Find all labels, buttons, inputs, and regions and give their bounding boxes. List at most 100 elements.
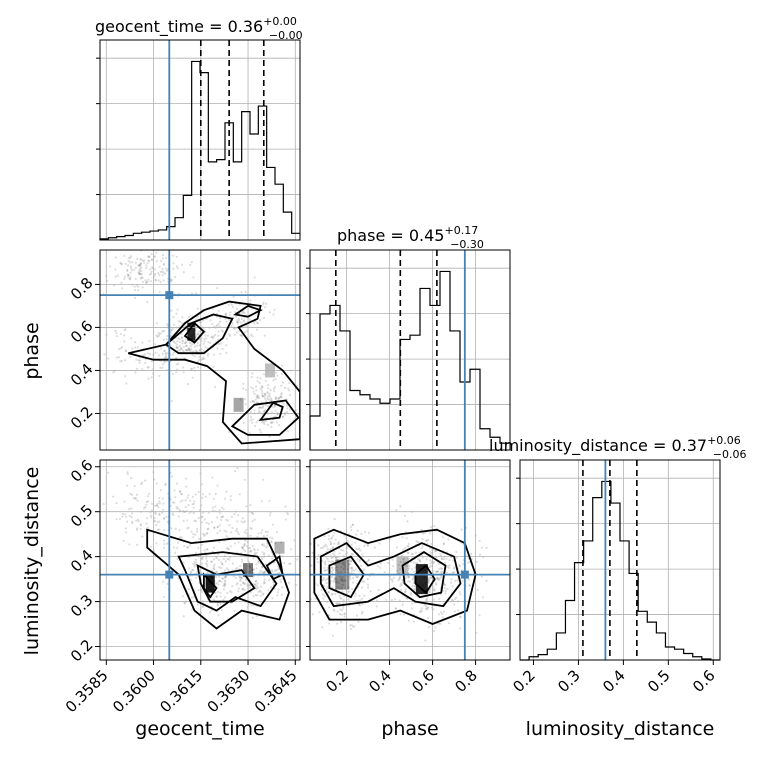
xtick-label-luminosity-distance: 0.4 xyxy=(599,666,629,696)
panel-geocent-time-phase-sample-point xyxy=(124,349,127,352)
panel-phase-luminosity-distance-sample-point xyxy=(317,553,320,557)
panel-geocent-time-luminosity-distance-sample-point xyxy=(261,529,264,532)
panel-geocent-time-phase-sample-point xyxy=(259,318,262,322)
panel-geocent-time-luminosity-distance-sample-point xyxy=(200,558,203,561)
panel-geocent-time-phase-sample-point xyxy=(169,335,173,338)
panel-geocent-time-phase-sample-point xyxy=(211,323,214,326)
panel-geocent-time-luminosity-distance-sample-point xyxy=(112,495,115,498)
panel-phase-luminosity-distance-sample-point xyxy=(350,569,353,572)
panel-phase-luminosity-distance-sample-point xyxy=(481,596,484,599)
panel-phase-luminosity-distance-sample-point xyxy=(437,622,440,625)
panel-geocent-time-phase-sample-point xyxy=(172,262,175,265)
panel-geocent-time-phase-sample-point xyxy=(225,351,228,355)
panel-geocent-time-phase-sample-point xyxy=(141,368,144,371)
panel-geocent-time-luminosity-distance-sample-point xyxy=(217,614,220,617)
panel-geocent-time-phase-sample-point xyxy=(228,333,231,336)
panel-phase-luminosity-distance-sample-point xyxy=(460,528,463,531)
panel-geocent-time-phase-sample-point xyxy=(127,274,130,277)
panel-geocent-time-phase-sample-point xyxy=(251,387,255,390)
panel-geocent-time-luminosity-distance-sample-point xyxy=(162,508,165,511)
panel-geocent-time-phase-sample-point xyxy=(181,263,184,266)
panel-geocent-time-luminosity-distance-sample-point xyxy=(186,527,189,530)
panel-phase-luminosity-distance-sample-point xyxy=(350,552,353,555)
panel-phase-luminosity-distance-sample-point xyxy=(352,569,355,572)
panel-geocent-time-phase-sample-point xyxy=(181,322,184,325)
panel-phase-luminosity-distance-sample-point xyxy=(440,611,443,614)
panel-geocent-time-luminosity-distance-sample-point xyxy=(225,490,228,493)
panel-phase-luminosity-distance-sample-point xyxy=(340,588,343,591)
panel-phase-luminosity-distance-sample-point xyxy=(373,546,377,549)
panel-geocent-time-phase-sample-point xyxy=(273,386,276,389)
panel-geocent-time-luminosity-distance-sample-point xyxy=(196,603,199,606)
panel-geocent-time-phase-sample-point xyxy=(126,269,129,272)
panel-geocent-time-phase-sample-point xyxy=(146,301,149,304)
panel-phase-luminosity-distance-sample-point xyxy=(334,593,337,596)
panel-geocent-time-phase-sample-point xyxy=(289,408,292,411)
panel-geocent-time-phase-sample-point xyxy=(129,255,133,258)
panel-phase-luminosity-distance-sample-point xyxy=(446,571,449,574)
panel-geocent-time-luminosity-distance-sample-point xyxy=(258,571,261,574)
panel-geocent-time-phase-sample-point xyxy=(158,291,161,294)
panel-geocent-time-phase-sample-point xyxy=(191,368,194,371)
panel-geocent-time-luminosity-distance-sample-point xyxy=(188,567,191,570)
panel-phase-luminosity-distance-sample-point xyxy=(343,564,346,567)
panel-phase-luminosity-distance-sample-point xyxy=(377,588,380,592)
panel-geocent-time-luminosity-distance-sample-point xyxy=(223,583,226,587)
panel-phase-luminosity-distance-sample-point xyxy=(448,558,451,562)
panel-geocent-time-phase-sample-point xyxy=(239,321,242,324)
panel-geocent-time-phase-sample-point xyxy=(282,381,285,384)
panel-phase-luminosity-distance-sample-point xyxy=(441,616,444,619)
panel-geocent-time-luminosity-distance-sample-point xyxy=(194,576,198,579)
panel-geocent-time-phase-sample-point xyxy=(163,350,166,353)
panel-geocent-time-luminosity-distance-sample-point xyxy=(192,532,195,536)
panel-phase-luminosity-distance-sample-point xyxy=(412,575,415,578)
panel-geocent-time-luminosity-distance-sample-point xyxy=(170,475,174,478)
panel-geocent-time-phase-sample-point xyxy=(270,425,273,428)
panel-phase-luminosity-distance-sample-point xyxy=(480,546,484,549)
panel-geocent-time-luminosity-distance-sample-point xyxy=(235,583,238,586)
panel-geocent-time-phase-sample-point xyxy=(273,390,276,393)
panel-geocent-time-luminosity-distance-sample-point xyxy=(212,497,215,500)
panel-phase-luminosity-distance-sample-point xyxy=(394,607,397,610)
panel-geocent-time-luminosity-distance-sample-point xyxy=(223,582,226,586)
panel-geocent-time-luminosity-distance-sample-point xyxy=(176,546,179,550)
panel-phase-luminosity-distance-sample-point xyxy=(335,569,339,572)
panel-geocent-time-luminosity-distance-sample-point xyxy=(258,589,261,592)
panel-geocent-time-luminosity-distance-sample-point xyxy=(279,580,282,584)
panel-geocent-time-luminosity-distance-sample-point xyxy=(206,571,209,575)
panel-geocent-time-phase-sample-point xyxy=(281,364,284,367)
panel-phase-luminosity-distance-sample-point xyxy=(357,603,360,606)
panel-geocent-time-phase-sample-point xyxy=(155,322,158,325)
panel-phase-luminosity-distance-sample-point xyxy=(331,592,334,596)
panel-phase-luminosity-distance-sample-point xyxy=(418,610,421,614)
panel-geocent-time-phase-sample-point xyxy=(114,275,117,278)
panel-geocent-time-luminosity-distance-sample-point xyxy=(241,545,244,548)
panel-geocent-time-luminosity-distance-sample-point xyxy=(158,512,161,515)
panel-geocent-time-luminosity-distance-sample-point xyxy=(211,569,214,572)
panel-geocent-time-phase-sample-point xyxy=(272,313,275,316)
panel-geocent-time-phase-sample-point xyxy=(161,352,164,355)
panel-phase-luminosity-distance-sample-point xyxy=(424,607,427,611)
panel-geocent-time-phase-sample-point xyxy=(126,273,129,276)
panel-geocent-time-phase-sample-point xyxy=(154,351,157,355)
panel-geocent-time-luminosity-distance-sample-point xyxy=(175,505,178,508)
panel-phase-luminosity-distance-sample-point xyxy=(402,557,405,560)
panel-geocent-time-luminosity-distance-sample-point xyxy=(249,526,252,530)
xlabel-geocent-time: geocent_time xyxy=(135,718,264,740)
panel-geocent-time-phase-sample-point xyxy=(139,272,142,276)
panel-phase-luminosity-distance-sample-point xyxy=(355,547,358,550)
panel-geocent-time-phase-sample-point xyxy=(150,270,153,273)
panel-geocent-time-phase-sample-point xyxy=(280,393,283,396)
panel-geocent-time-phase-sample-point xyxy=(217,343,220,346)
panel-geocent-time-phase-sample-point xyxy=(176,346,179,350)
panel-geocent-time-phase-sample-point xyxy=(171,254,174,257)
panel-geocent-time-luminosity-distance-sample-point xyxy=(266,534,269,537)
panel-geocent-time-luminosity-distance-sample-point xyxy=(227,568,230,571)
panel-geocent-time-phase-sample-point xyxy=(127,257,130,260)
panel-geocent-time-luminosity-distance-sample-point xyxy=(259,569,262,572)
panel-phase-luminosity-distance-sample-point xyxy=(323,561,326,565)
panel-geocent-time-luminosity-distance-sample-point xyxy=(202,493,205,496)
panel-geocent-time-luminosity-distance-sample-point xyxy=(173,489,176,492)
panel-phase-luminosity-distance-sample-point xyxy=(335,566,338,569)
panel-geocent-time-luminosity-distance-sample-point xyxy=(272,581,275,584)
